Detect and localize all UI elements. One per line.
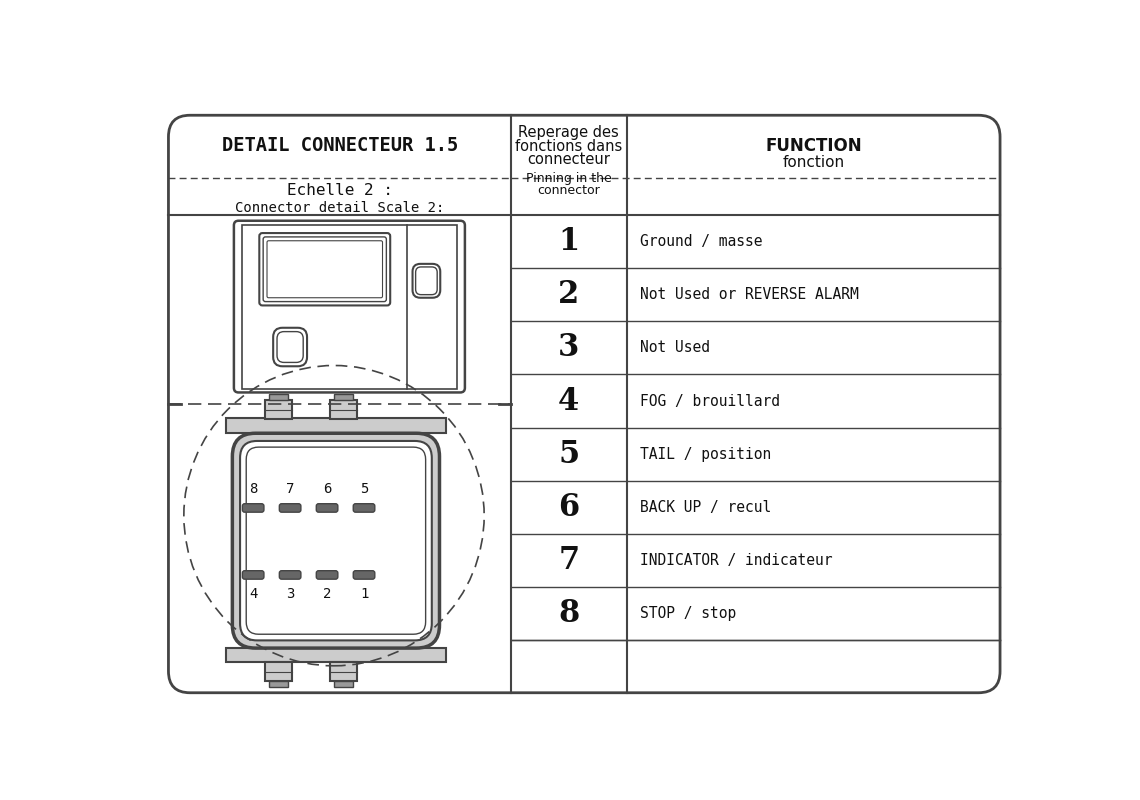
Text: INDICATOR / indicateur: INDICATOR / indicateur [641,553,833,568]
Bar [264,400,292,419]
Bar [264,662,292,682]
Text: Connector detail Scale 2:: Connector detail Scale 2: [235,201,445,214]
Text: 4: 4 [249,587,258,601]
Text: 6: 6 [559,491,579,522]
Text: 7: 7 [559,545,579,576]
Text: 4: 4 [559,386,579,417]
FancyBboxPatch shape [267,241,383,298]
Text: DETAIL CONNECTEUR 1.5: DETAIL CONNECTEUR 1.5 [221,136,458,154]
FancyBboxPatch shape [277,332,303,362]
FancyBboxPatch shape [169,115,1000,693]
Text: 2: 2 [323,587,332,601]
Text: Reperage des: Reperage des [519,125,619,140]
Bar [242,225,457,389]
Text: STOP / stop: STOP / stop [641,606,736,621]
Text: BACK UP / recul: BACK UP / recul [641,499,772,514]
FancyBboxPatch shape [259,233,390,306]
FancyBboxPatch shape [353,504,375,512]
Text: 2: 2 [559,279,579,310]
Bar [269,394,287,400]
Text: 3: 3 [286,587,294,601]
FancyBboxPatch shape [353,570,375,579]
Bar [334,682,353,687]
FancyBboxPatch shape [413,264,440,298]
Text: Not Used or REVERSE ALARM: Not Used or REVERSE ALARM [641,287,860,302]
FancyBboxPatch shape [243,504,264,512]
Bar [331,662,357,682]
Bar [226,648,446,662]
Text: 8: 8 [249,482,258,496]
Text: connector: connector [537,184,601,198]
Bar [269,682,287,687]
Text: FUNCTION: FUNCTION [765,137,862,155]
FancyBboxPatch shape [316,570,337,579]
FancyBboxPatch shape [246,447,425,634]
Text: FOG / brouillard: FOG / brouillard [641,394,781,409]
FancyBboxPatch shape [316,504,337,512]
FancyBboxPatch shape [233,434,440,648]
FancyBboxPatch shape [279,504,301,512]
FancyBboxPatch shape [279,570,301,579]
FancyBboxPatch shape [263,237,386,302]
Text: fonctions dans: fonctions dans [515,138,622,154]
Text: 6: 6 [323,482,332,496]
Text: connecteur: connecteur [528,153,610,167]
Text: 7: 7 [286,482,294,496]
Bar [334,394,353,400]
Text: 1: 1 [360,587,368,601]
Text: 8: 8 [559,598,579,629]
FancyBboxPatch shape [274,328,307,366]
FancyBboxPatch shape [234,221,465,393]
Text: 1: 1 [559,226,579,258]
Text: Echelle 2 :: Echelle 2 : [287,183,392,198]
FancyBboxPatch shape [243,570,264,579]
Text: 5: 5 [559,438,579,470]
Text: TAIL / position: TAIL / position [641,446,772,462]
Text: Not Used: Not Used [641,341,710,355]
Text: Ground / masse: Ground / masse [641,234,763,250]
Text: 5: 5 [360,482,368,496]
Text: fonction: fonction [782,155,845,170]
FancyBboxPatch shape [416,267,437,294]
Bar [331,400,357,419]
Text: Pinning in the: Pinning in the [526,172,612,185]
Bar [226,418,446,434]
Text: 3: 3 [559,333,579,363]
FancyBboxPatch shape [241,441,432,640]
